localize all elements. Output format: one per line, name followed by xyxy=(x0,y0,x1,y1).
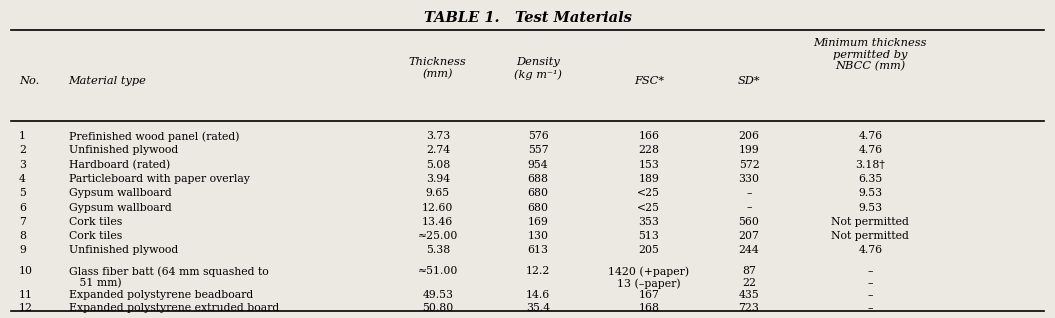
Text: 613: 613 xyxy=(528,245,549,255)
Text: 9.53: 9.53 xyxy=(859,203,882,212)
Text: 6.35: 6.35 xyxy=(859,174,882,184)
Text: Cork tiles: Cork tiles xyxy=(69,217,121,227)
Text: 130: 130 xyxy=(528,231,549,241)
Text: 723: 723 xyxy=(738,303,760,313)
Text: 12.60: 12.60 xyxy=(422,203,454,212)
Text: 49.53: 49.53 xyxy=(422,290,454,300)
Text: <25: <25 xyxy=(637,203,660,212)
Text: 35.4: 35.4 xyxy=(526,303,550,313)
Text: 680: 680 xyxy=(528,188,549,198)
Text: 2: 2 xyxy=(19,145,26,155)
Text: 153: 153 xyxy=(638,160,659,169)
Text: ≈25.00: ≈25.00 xyxy=(418,231,458,241)
Text: 1420 (+paper)
13 (–paper): 1420 (+paper) 13 (–paper) xyxy=(609,266,689,289)
Text: Thickness
(mm): Thickness (mm) xyxy=(409,57,466,79)
Text: 199: 199 xyxy=(738,145,760,155)
Text: TABLE 1.   Test Materials: TABLE 1. Test Materials xyxy=(423,11,632,25)
Text: 572: 572 xyxy=(738,160,760,169)
Text: Expanded polystyrene extruded board: Expanded polystyrene extruded board xyxy=(69,303,279,313)
Text: Gypsum wallboard: Gypsum wallboard xyxy=(69,203,171,212)
Text: SD*: SD* xyxy=(737,76,761,86)
Text: 12: 12 xyxy=(19,303,33,313)
Text: Hardboard (rated): Hardboard (rated) xyxy=(69,160,170,170)
Text: 87
22: 87 22 xyxy=(742,266,756,288)
Text: –: – xyxy=(867,303,874,313)
Text: 3.18†: 3.18† xyxy=(856,160,885,169)
Text: 576: 576 xyxy=(528,131,549,141)
Text: 353: 353 xyxy=(638,217,659,227)
Text: 169: 169 xyxy=(528,217,549,227)
Text: 206: 206 xyxy=(738,131,760,141)
Text: 12.2: 12.2 xyxy=(525,266,551,276)
Text: Cork tiles: Cork tiles xyxy=(69,231,121,241)
Text: 168: 168 xyxy=(638,303,659,313)
Text: Expanded polystyrene beadboard: Expanded polystyrene beadboard xyxy=(69,290,253,300)
Text: 11: 11 xyxy=(19,290,33,300)
Text: 4.76: 4.76 xyxy=(859,131,882,141)
Text: 9.53: 9.53 xyxy=(859,188,882,198)
Text: –
–: – – xyxy=(867,266,874,288)
Text: 435: 435 xyxy=(738,290,760,300)
Text: Not permitted: Not permitted xyxy=(831,231,909,241)
Text: Density
(kg m⁻¹): Density (kg m⁻¹) xyxy=(514,57,562,80)
Text: Not permitted: Not permitted xyxy=(831,217,909,227)
Text: 3.73: 3.73 xyxy=(426,131,449,141)
Text: Prefinished wood panel (rated): Prefinished wood panel (rated) xyxy=(69,131,239,142)
Text: 189: 189 xyxy=(638,174,659,184)
Text: 13.46: 13.46 xyxy=(422,217,454,227)
Text: 513: 513 xyxy=(638,231,659,241)
Text: 330: 330 xyxy=(738,174,760,184)
Text: ≈51.00: ≈51.00 xyxy=(418,266,458,276)
Text: 205: 205 xyxy=(638,245,659,255)
Text: 6: 6 xyxy=(19,203,26,212)
Text: 9: 9 xyxy=(19,245,26,255)
Text: No.: No. xyxy=(19,76,39,86)
Text: 2.74: 2.74 xyxy=(426,145,449,155)
Text: 5.08: 5.08 xyxy=(426,160,449,169)
Text: 3.94: 3.94 xyxy=(426,174,449,184)
Text: 3: 3 xyxy=(19,160,26,169)
Text: 5: 5 xyxy=(19,188,26,198)
Text: –: – xyxy=(746,203,752,212)
Text: –: – xyxy=(867,290,874,300)
Text: 8: 8 xyxy=(19,231,26,241)
Text: Material type: Material type xyxy=(69,76,147,86)
Text: 9.65: 9.65 xyxy=(426,188,449,198)
Text: 228: 228 xyxy=(638,145,659,155)
Text: 557: 557 xyxy=(528,145,549,155)
Text: Unfinished plywood: Unfinished plywood xyxy=(69,145,178,155)
Text: 7: 7 xyxy=(19,217,26,227)
Text: Unfinished plywood: Unfinished plywood xyxy=(69,245,178,255)
Text: –: – xyxy=(746,188,752,198)
Text: Particleboard with paper overlay: Particleboard with paper overlay xyxy=(69,174,249,184)
Text: 50.80: 50.80 xyxy=(422,303,454,313)
Text: 207: 207 xyxy=(738,231,760,241)
Text: Gypsum wallboard: Gypsum wallboard xyxy=(69,188,171,198)
Text: Glass fiber batt (64 mm squashed to
   51 mm): Glass fiber batt (64 mm squashed to 51 m… xyxy=(69,266,268,289)
Text: 244: 244 xyxy=(738,245,760,255)
Text: 688: 688 xyxy=(528,174,549,184)
Text: <25: <25 xyxy=(637,188,660,198)
Text: 10: 10 xyxy=(19,266,33,276)
Text: 4.76: 4.76 xyxy=(859,245,882,255)
Text: 167: 167 xyxy=(638,290,659,300)
Text: 4.76: 4.76 xyxy=(859,145,882,155)
Text: 1: 1 xyxy=(19,131,26,141)
Text: 14.6: 14.6 xyxy=(526,290,550,300)
Text: Minimum thickness
permitted by
NBCC (mm): Minimum thickness permitted by NBCC (mm) xyxy=(813,38,927,72)
Text: 166: 166 xyxy=(638,131,659,141)
Text: 680: 680 xyxy=(528,203,549,212)
Text: 954: 954 xyxy=(528,160,549,169)
Text: 4: 4 xyxy=(19,174,26,184)
Text: 5.38: 5.38 xyxy=(426,245,449,255)
Text: FSC*: FSC* xyxy=(634,76,664,86)
Text: 560: 560 xyxy=(738,217,760,227)
